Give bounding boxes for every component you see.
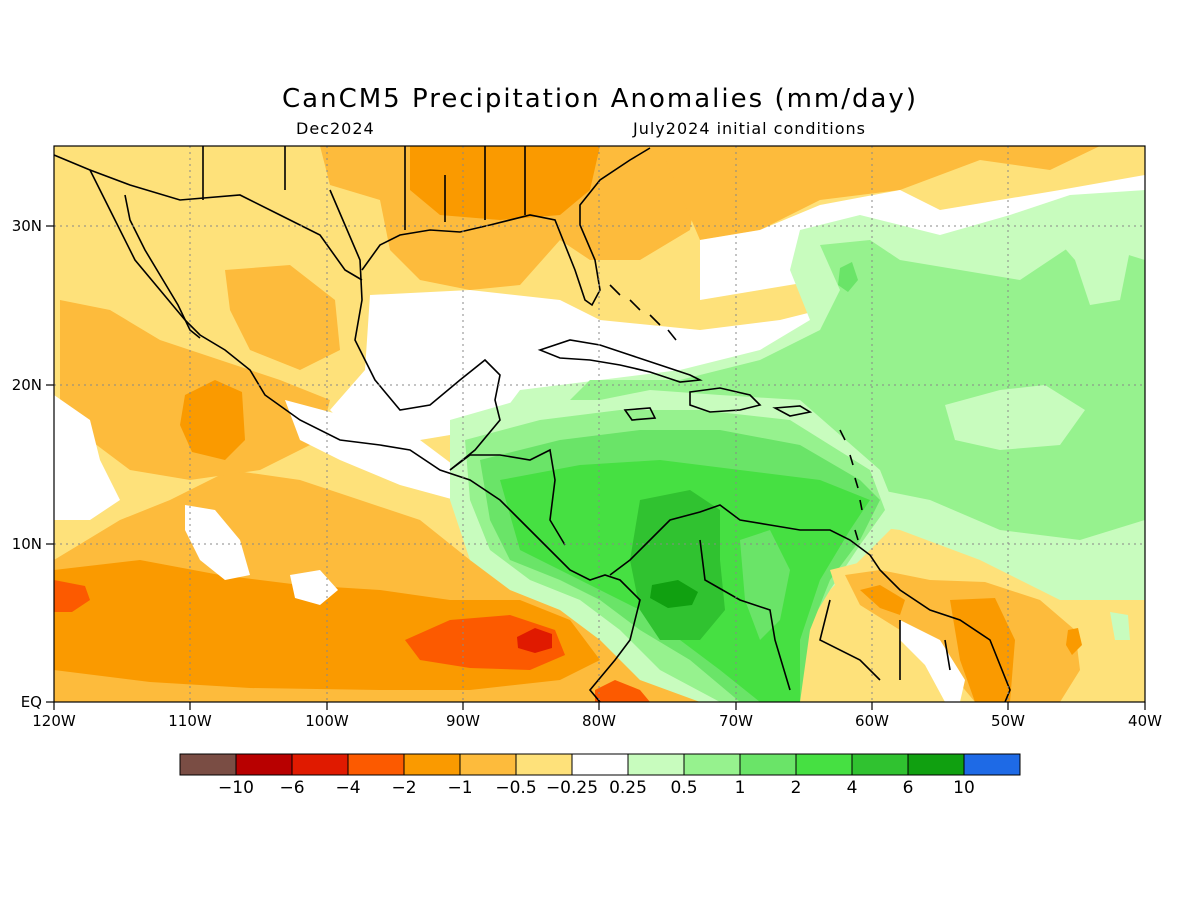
colorbar-swatch	[515, 753, 573, 776]
colorbar-label: 1	[735, 778, 746, 798]
anomaly-region-amapa-minus2	[1066, 628, 1082, 655]
lon-label-120w: 120W	[32, 712, 76, 730]
colorbar: −10 −6 −4 −2 −1 −0.5 −0.25 0.25 0.5 1 2 4 6 10	[179, 753, 1021, 798]
border-us-states	[202, 146, 526, 230]
colorbar-swatch	[851, 753, 909, 776]
coastline-bahamas	[609, 284, 677, 341]
anomaly-region-atlantic-plus05	[560, 240, 1145, 540]
colorbar-label: 6	[903, 778, 914, 798]
anomaly-region-southeast-us	[410, 146, 600, 220]
colorbar-label: −0.5	[495, 778, 536, 798]
colorbar-swatch	[403, 753, 461, 776]
colorbar-swatch	[683, 753, 741, 776]
colorbar-label: 4	[847, 778, 858, 798]
border-guyana-suriname	[899, 620, 951, 680]
border-venezuela-guyana	[819, 599, 881, 681]
lat-label-20n: 20N	[12, 376, 42, 394]
valid-month-label: Dec2024	[296, 119, 375, 138]
axis-ticks	[46, 225, 1146, 710]
anomaly-region-pacific-neutral-3	[54, 395, 120, 520]
coastline-hispaniola	[689, 387, 762, 413]
coastline-cuba	[537, 339, 703, 383]
anomaly-region-pacific-neutral-2	[290, 570, 338, 605]
colorbar-swatch	[347, 753, 405, 776]
coastline-us-gulf	[361, 147, 651, 307]
anomaly-field	[54, 146, 1145, 702]
map-title: CanCM5 Precipitation Anomalies (mm/day)	[282, 84, 918, 114]
anomaly-region-pacific-minus4-west	[54, 580, 90, 612]
coastline-jamaica	[623, 407, 657, 421]
coastline-lesser-antilles	[839, 429, 863, 541]
colorbar-swatch	[907, 753, 965, 776]
coastline-gulf-of-mexico	[329, 189, 501, 471]
anomaly-region-guianas-neutral-strip	[900, 620, 965, 702]
anomaly-region-guianas-minus2	[860, 585, 905, 615]
coastlines	[54, 146, 1011, 702]
initial-conditions-label: July2024 initial conditions	[633, 119, 866, 138]
anomaly-region-venezuela-plus2	[740, 530, 790, 640]
colorbar-swatch	[459, 753, 517, 776]
lat-label-10n: 10N	[12, 535, 42, 553]
anomaly-region-offshore-mexico-core	[180, 380, 245, 460]
coastline-pacific-mexico	[54, 154, 641, 702]
colorbar-label: −10	[218, 778, 254, 798]
colorbar-label: 0.5	[670, 778, 697, 798]
colorbar-swatch	[235, 753, 293, 776]
anomaly-region-pacific-neutral-1	[185, 505, 250, 580]
colorbar-swatch	[179, 753, 237, 776]
anomaly-region-atlantic-neutral-north	[1040, 215, 1130, 305]
coastline-puerto-rico	[772, 405, 813, 417]
anomaly-region-pacific-coast-neutral	[285, 400, 460, 500]
colorbar-swatch	[795, 753, 853, 776]
lat-axis-labels: 30N 20N 10N EQ	[12, 217, 42, 711]
border-us-mexico	[89, 169, 363, 281]
coastline-baja-california	[124, 194, 201, 339]
lat-label-30n: 30N	[12, 217, 42, 235]
colorbar-label: −1	[447, 778, 472, 798]
lon-label-40w: 40W	[1128, 712, 1162, 730]
anomaly-region-brazil-neutral	[1110, 612, 1130, 640]
colorbar-swatch	[291, 753, 349, 776]
anomaly-region-atlantic-coast-us	[660, 146, 1100, 240]
lat-label-eq: EQ	[21, 693, 42, 711]
colorbar-label: −4	[335, 778, 360, 798]
colorbar-label: 0.25	[609, 778, 647, 798]
lon-label-110w: 110W	[168, 712, 212, 730]
lon-label-80w: 80W	[582, 712, 616, 730]
lon-label-60w: 60W	[855, 712, 889, 730]
colorbar-label: 2	[791, 778, 802, 798]
colorbar-label: −2	[391, 778, 416, 798]
anomaly-region-colombia-plus6	[630, 490, 725, 640]
lon-label-100w: 100W	[305, 712, 349, 730]
anomaly-region-pacific-minus6-core	[517, 628, 552, 653]
colorbar-swatch	[627, 753, 685, 776]
colorbar-label: 10	[953, 778, 975, 798]
anomaly-region-azores-plus1	[838, 262, 858, 292]
anomaly-region-gulf-neutral	[330, 290, 900, 440]
anomaly-region-baja-interior	[225, 265, 340, 370]
lon-label-90w: 90W	[446, 712, 480, 730]
lon-axis-labels: 120W 110W 100W 90W 80W 70W 60W 50W 40W	[32, 712, 1162, 730]
anomaly-region-colombia-coast-minus4	[595, 680, 650, 702]
colorbar-swatch	[739, 753, 797, 776]
lon-label-50w: 50W	[991, 712, 1025, 730]
coastline-central-america	[449, 448, 566, 546]
lon-label-70w: 70W	[719, 712, 753, 730]
coastline-south-america-north	[609, 504, 1011, 702]
anomaly-region-colombia-plus10	[650, 580, 698, 608]
border-colombia-venezuela	[699, 539, 791, 691]
colorbar-swatch	[963, 753, 1021, 776]
anomaly-region-atlantic-plus025-inner	[945, 385, 1085, 450]
gridlines	[54, 146, 1145, 702]
colorbar-label: −6	[279, 778, 304, 798]
colorbar-label: −0.25	[546, 778, 598, 798]
colorbar-swatch	[571, 753, 629, 776]
anomaly-region-pacific-minus4-east	[405, 615, 565, 670]
